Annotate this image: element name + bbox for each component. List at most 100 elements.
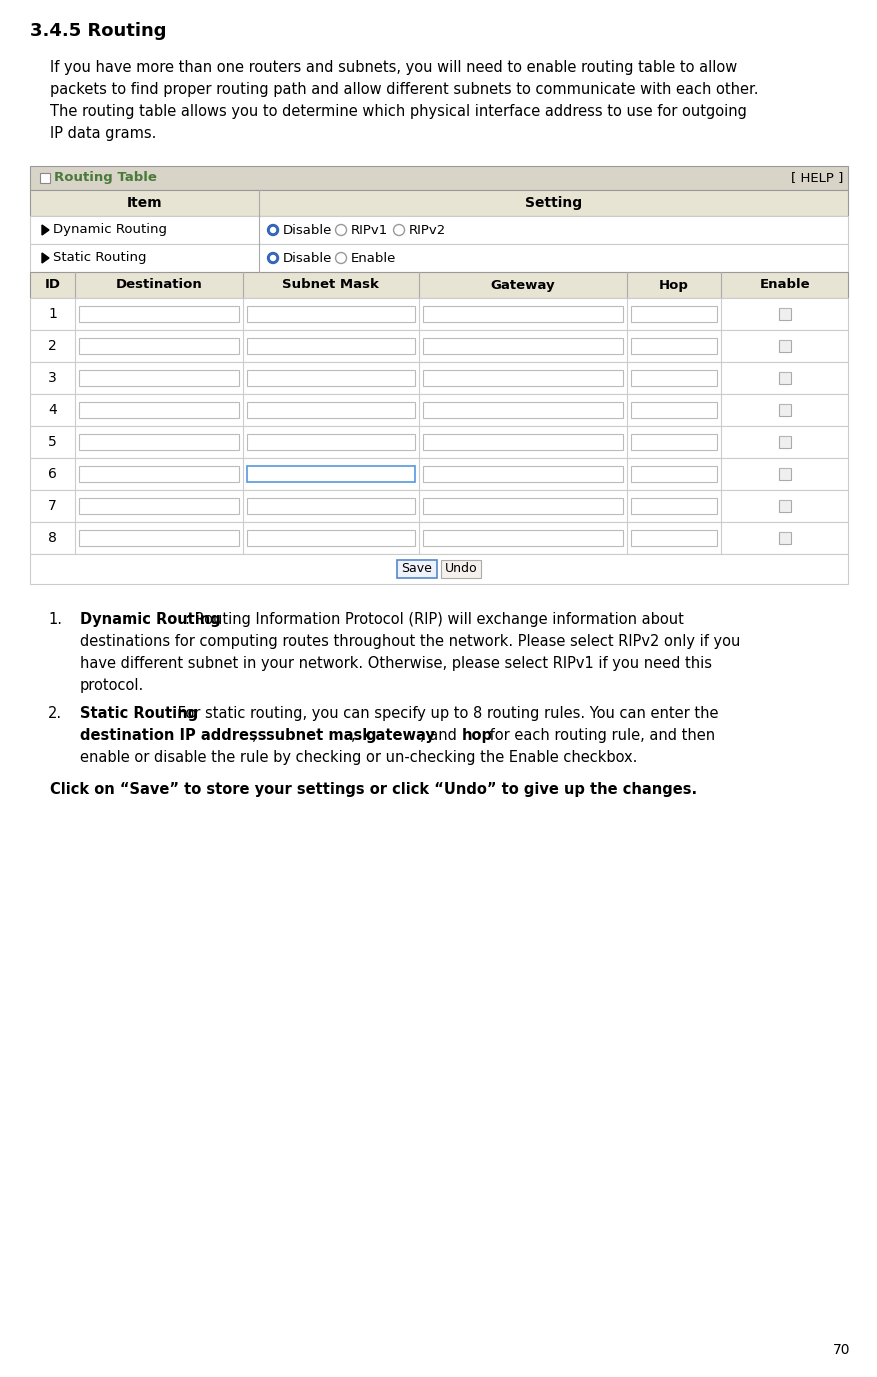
Text: Enable: Enable	[350, 252, 396, 264]
FancyBboxPatch shape	[778, 468, 789, 481]
FancyBboxPatch shape	[246, 434, 414, 450]
FancyBboxPatch shape	[30, 459, 847, 490]
Bar	[40, 174, 50, 183]
Text: RIPv1: RIPv1	[350, 223, 388, 237]
Text: RIPv2: RIPv2	[408, 223, 446, 237]
Circle shape	[270, 227, 275, 233]
Circle shape	[267, 224, 278, 235]
Text: 4: 4	[48, 403, 57, 417]
FancyBboxPatch shape	[631, 434, 717, 450]
FancyBboxPatch shape	[30, 190, 847, 216]
FancyBboxPatch shape	[30, 362, 847, 394]
FancyBboxPatch shape	[79, 530, 239, 547]
Text: packets to find proper routing path and allow different subnets to communicate w: packets to find proper routing path and …	[50, 83, 758, 96]
FancyBboxPatch shape	[246, 369, 414, 387]
FancyBboxPatch shape	[30, 425, 847, 459]
Text: Routing Table: Routing Table	[54, 172, 157, 185]
FancyBboxPatch shape	[778, 437, 789, 448]
Circle shape	[267, 252, 278, 263]
Text: destination IP address: destination IP address	[80, 728, 267, 744]
Text: protocol.: protocol.	[80, 677, 144, 693]
Text: Disable: Disable	[282, 252, 332, 264]
FancyBboxPatch shape	[30, 394, 847, 425]
FancyBboxPatch shape	[30, 244, 847, 273]
FancyBboxPatch shape	[778, 532, 789, 544]
Text: [ HELP ]: [ HELP ]	[789, 172, 842, 185]
Text: : For static routing, you can specify up to 8 routing rules. You can enter the: : For static routing, you can specify up…	[168, 706, 717, 722]
FancyBboxPatch shape	[778, 403, 789, 416]
FancyBboxPatch shape	[422, 306, 623, 322]
Circle shape	[270, 256, 275, 260]
FancyBboxPatch shape	[30, 490, 847, 522]
FancyBboxPatch shape	[246, 306, 414, 322]
Polygon shape	[42, 253, 49, 263]
FancyBboxPatch shape	[631, 306, 717, 322]
FancyBboxPatch shape	[631, 337, 717, 354]
Circle shape	[335, 252, 346, 263]
FancyBboxPatch shape	[79, 497, 239, 515]
FancyBboxPatch shape	[79, 306, 239, 322]
FancyBboxPatch shape	[30, 273, 847, 297]
Text: , and: , and	[419, 728, 461, 744]
FancyBboxPatch shape	[79, 465, 239, 482]
FancyBboxPatch shape	[422, 465, 623, 482]
Text: ,: ,	[252, 728, 260, 744]
Text: : Routing Information Protocol (RIP) will exchange information about: : Routing Information Protocol (RIP) wil…	[185, 611, 683, 627]
Text: IP data grams.: IP data grams.	[50, 127, 156, 140]
FancyBboxPatch shape	[422, 402, 623, 419]
Text: Enable: Enable	[759, 278, 809, 292]
Text: have different subnet in your network. Otherwise, please select RIPv1 if you nee: have different subnet in your network. O…	[80, 655, 711, 671]
Text: Static Routing: Static Routing	[53, 252, 146, 264]
FancyBboxPatch shape	[422, 530, 623, 547]
FancyBboxPatch shape	[79, 337, 239, 354]
Text: Dynamic Routing: Dynamic Routing	[53, 223, 167, 237]
Text: 70: 70	[831, 1343, 849, 1356]
Text: subnet mask: subnet mask	[266, 728, 371, 744]
Text: gateway: gateway	[365, 728, 435, 744]
FancyBboxPatch shape	[30, 554, 847, 584]
Text: 5: 5	[48, 435, 57, 449]
Circle shape	[393, 224, 404, 235]
FancyBboxPatch shape	[246, 530, 414, 547]
Text: 3.4.5 Routing: 3.4.5 Routing	[30, 22, 167, 40]
FancyBboxPatch shape	[631, 497, 717, 515]
FancyBboxPatch shape	[30, 330, 847, 362]
FancyBboxPatch shape	[30, 522, 847, 554]
FancyBboxPatch shape	[246, 465, 414, 482]
Text: Dynamic Routing: Dynamic Routing	[80, 611, 220, 627]
FancyBboxPatch shape	[30, 216, 847, 244]
Text: 1.: 1.	[48, 611, 62, 627]
Text: for each routing rule, and then: for each routing rule, and then	[485, 728, 715, 744]
Text: 6: 6	[48, 467, 57, 481]
FancyBboxPatch shape	[422, 337, 623, 354]
FancyBboxPatch shape	[422, 369, 623, 387]
Text: 2.: 2.	[48, 706, 62, 722]
Text: hop: hop	[461, 728, 493, 744]
Text: Disable: Disable	[282, 223, 332, 237]
FancyBboxPatch shape	[778, 340, 789, 353]
FancyBboxPatch shape	[246, 402, 414, 419]
FancyBboxPatch shape	[79, 434, 239, 450]
Text: 8: 8	[48, 532, 57, 545]
Text: 2: 2	[48, 339, 57, 353]
FancyBboxPatch shape	[631, 369, 717, 387]
Text: ,: ,	[351, 728, 360, 744]
Text: 1: 1	[48, 307, 57, 321]
Circle shape	[335, 224, 346, 235]
Text: Save: Save	[401, 562, 432, 576]
FancyBboxPatch shape	[440, 560, 481, 578]
FancyBboxPatch shape	[778, 308, 789, 319]
Text: 3: 3	[48, 370, 57, 386]
Polygon shape	[42, 224, 49, 235]
Text: Gateway: Gateway	[490, 278, 554, 292]
FancyBboxPatch shape	[79, 402, 239, 419]
Text: 7: 7	[48, 498, 57, 514]
FancyBboxPatch shape	[30, 297, 847, 330]
Text: Setting: Setting	[524, 196, 581, 211]
Text: Static Routing: Static Routing	[80, 706, 198, 722]
Text: destinations for computing routes throughout the network. Please select RIPv2 on: destinations for computing routes throug…	[80, 633, 739, 649]
Text: The routing table allows you to determine which physical interface address to us: The routing table allows you to determin…	[50, 105, 746, 118]
FancyBboxPatch shape	[246, 337, 414, 354]
FancyBboxPatch shape	[422, 497, 623, 515]
FancyBboxPatch shape	[778, 372, 789, 384]
